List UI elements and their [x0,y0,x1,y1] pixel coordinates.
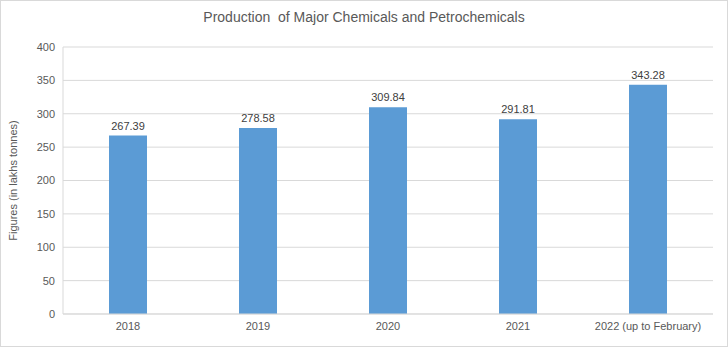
svg-text:2020: 2020 [376,320,400,332]
svg-text:291.81: 291.81 [501,103,535,115]
html-text:Production of Major Chemicals: Production of Major Chemicals and Petroc… [203,9,525,25]
svg-text:0: 0 [49,308,55,320]
svg-text:200: 200 [37,174,55,186]
svg-text:400: 400 [37,41,55,53]
svg-text:Figures (in lakhs tonnes): Figures (in lakhs tonnes) [8,120,19,240]
svg-text:100: 100 [37,241,55,253]
svg-text:300: 300 [37,108,55,120]
svg-text:2022 (up to February): 2022 (up to February) [595,320,701,332]
svg-text:2021: 2021 [506,320,530,332]
svg-text:350: 350 [37,74,55,86]
svg-text:309.84: 309.84 [371,91,405,103]
svg-text:2018: 2018 [116,320,140,332]
svg-text:267.39: 267.39 [111,120,145,132]
svg-text:2019: 2019 [246,320,270,332]
svg-text:150: 150 [37,208,55,220]
svg-text:278.58: 278.58 [241,112,275,124]
svg-text:50: 50 [43,275,55,287]
svg-text:343.28: 343.28 [631,69,665,81]
svg-text:250: 250 [37,141,55,153]
